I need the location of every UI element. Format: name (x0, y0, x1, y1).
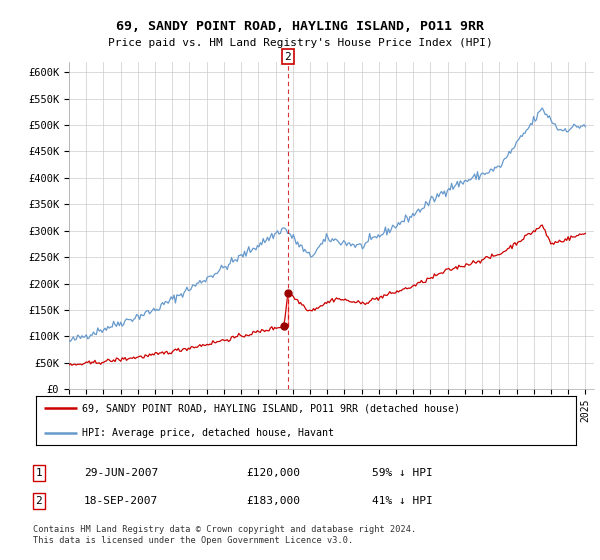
Text: £183,000: £183,000 (246, 496, 300, 506)
Text: 69, SANDY POINT ROAD, HAYLING ISLAND, PO11 9RR: 69, SANDY POINT ROAD, HAYLING ISLAND, PO… (116, 20, 484, 32)
Text: 41% ↓ HPI: 41% ↓ HPI (372, 496, 433, 506)
Text: 2: 2 (284, 52, 291, 62)
Text: Price paid vs. HM Land Registry's House Price Index (HPI): Price paid vs. HM Land Registry's House … (107, 38, 493, 48)
Text: 2: 2 (35, 496, 43, 506)
Text: 18-SEP-2007: 18-SEP-2007 (84, 496, 158, 506)
Text: £120,000: £120,000 (246, 468, 300, 478)
Text: 1: 1 (35, 468, 43, 478)
Text: 69, SANDY POINT ROAD, HAYLING ISLAND, PO11 9RR (detached house): 69, SANDY POINT ROAD, HAYLING ISLAND, PO… (82, 403, 460, 413)
Text: Contains HM Land Registry data © Crown copyright and database right 2024.
This d: Contains HM Land Registry data © Crown c… (33, 525, 416, 545)
Text: 59% ↓ HPI: 59% ↓ HPI (372, 468, 433, 478)
Text: 29-JUN-2007: 29-JUN-2007 (84, 468, 158, 478)
Text: HPI: Average price, detached house, Havant: HPI: Average price, detached house, Hava… (82, 428, 334, 438)
